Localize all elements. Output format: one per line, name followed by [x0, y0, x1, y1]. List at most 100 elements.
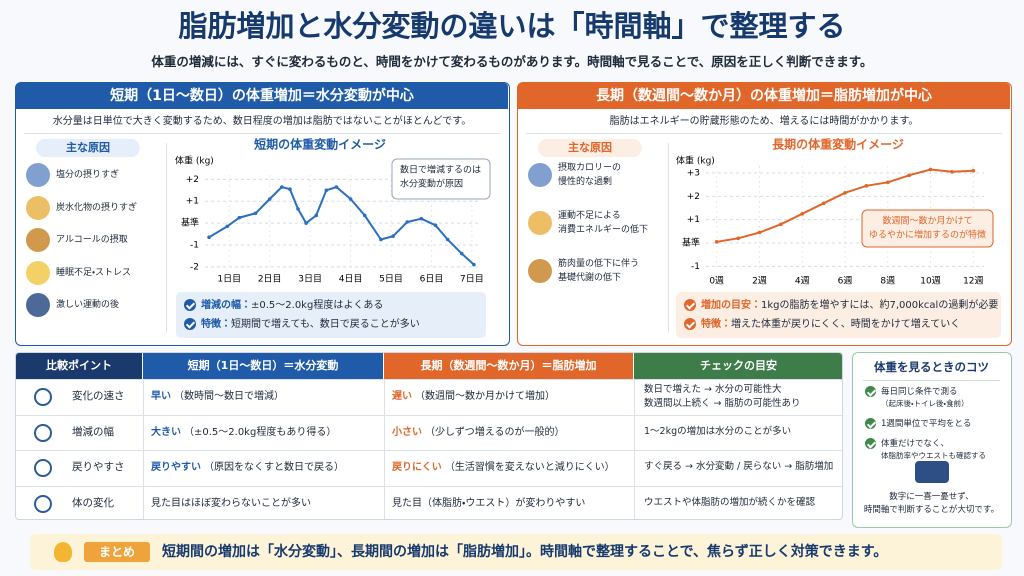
table-header: 長期（数週間〜数か月）＝脂肪増加	[384, 353, 634, 379]
table-cell: ウエストや体脂肪の増加が続くかを確認	[644, 496, 842, 520]
column-divider	[166, 143, 167, 333]
x-tick-label: 7日目	[460, 274, 484, 285]
panel-header: 短期（1日〜数日）の体重増加＝水分変動が中心	[16, 83, 508, 109]
table-cell: 1〜2kgの増加は水分のことが多い	[644, 425, 842, 455]
point	[779, 222, 783, 227]
cause-line: 炭水化物の摂りすぎ	[56, 202, 138, 213]
cause-text: 塩分の摂りすぎ	[56, 168, 166, 196]
cause-line: 消費エネルギーの低下	[558, 225, 649, 235]
note-line: 数字に一喜一憂せず、	[889, 492, 974, 502]
tip-line: 体重だけでなく、	[881, 439, 950, 449]
cause-icon	[26, 228, 50, 252]
point	[950, 170, 954, 174]
check-icon	[865, 418, 876, 429]
note-row: 増加の目安：1kgの脂肪を増やすには、約7,000kcalの過剰が必要	[684, 296, 998, 315]
point	[253, 211, 258, 216]
cause-line: 摂取カロリーの	[558, 163, 622, 173]
panel-header: 長期（数週間〜数か月）の体重増加＝脂肪増加が中心	[518, 83, 1010, 109]
cell-text: 見た目（体脂肪・ウエスト）が変わりやすい	[392, 497, 586, 509]
row-divider	[16, 485, 842, 487]
table-header: 短期（1日〜数日）＝水分変動	[143, 353, 384, 379]
row-icon	[34, 388, 52, 406]
cell-text: （原因をなくすと数日で戻る）	[204, 462, 344, 473]
point	[296, 207, 300, 211]
emphasis: 戻りにくい	[392, 462, 442, 473]
point	[379, 237, 383, 242]
point	[460, 251, 464, 256]
point	[433, 223, 438, 228]
tip-line: 1週間単位で平均をとる	[881, 419, 972, 429]
callout-text: 数日で増減するのは	[400, 164, 481, 176]
note-label: 特徴：	[701, 319, 731, 330]
cell-text: （少しずつ増えるのが一般的）	[425, 426, 565, 438]
chart-title: 短期の体重変動イメージ	[254, 137, 386, 152]
point	[405, 220, 410, 224]
callout-box	[391, 158, 491, 200]
y-tick-label: +3	[687, 169, 700, 179]
y-tick-label: 基準	[181, 217, 199, 229]
cell-text: （±0.5〜2.0kg程度もあり得る）	[184, 426, 337, 438]
x-tick-label: 6週	[838, 276, 853, 287]
check-icon	[684, 299, 696, 311]
x-tick-label: 8週	[880, 276, 895, 287]
cause-text: 摂取カロリーの 慢性的な過剰	[558, 161, 668, 189]
divider	[24, 133, 500, 134]
cause-text: 激しい運動の後	[56, 298, 166, 326]
x-tick-label: 3日目	[298, 274, 322, 285]
x-tick-label: 10週	[920, 276, 940, 287]
cause-icon	[26, 293, 50, 317]
emphasis: 小さい	[392, 426, 422, 438]
note-row: 特徴：増えた体重が戻りにくく、時間をかけて増えていく	[684, 315, 993, 334]
cause-line: アルコールの摂取	[56, 235, 128, 245]
point	[304, 221, 308, 225]
causes-title: 主な原因	[36, 139, 140, 157]
row-icon	[34, 494, 52, 513]
row-point: 戻りやすさ	[72, 461, 125, 473]
y-axis-label: 体重 (kg)	[676, 155, 715, 167]
table-cell: 数日で増えた → 水分の可能性大 数週間以上続く → 脂肪の可能性あり	[644, 383, 842, 413]
tip-line: 体脂肪率やウエストも確認する	[881, 451, 986, 460]
y-tick-label: +1	[186, 197, 199, 207]
callout-box	[861, 209, 994, 248]
divider	[863, 380, 1000, 381]
point	[237, 215, 242, 220]
table-header: 比較ポイント	[16, 353, 143, 379]
point	[714, 240, 719, 244]
cause-icon	[528, 259, 552, 283]
check-icon	[684, 318, 696, 330]
note-row: 増減の幅：±0.5〜2.0kg程度はよくある	[184, 296, 478, 315]
y-axis-label: 体重 (kg)	[175, 155, 214, 167]
check-line: 数週間以上続く → 脂肪の可能性あり	[644, 398, 801, 409]
emphasis: 早い	[151, 391, 171, 402]
check-line: ウエストや体脂肪の増加が続くかを確認	[644, 496, 816, 508]
cause-icon	[26, 260, 50, 285]
cause-line: 筋肉量の低下に伴う	[558, 259, 640, 269]
cause-text: 筋肉量の低下に伴う 基礎代謝の低下	[558, 257, 668, 285]
x-tick-label: 2日目	[258, 274, 282, 285]
cause-icon	[528, 211, 552, 235]
col-divider	[384, 379, 385, 519]
point	[472, 262, 476, 267]
cause-icon	[528, 163, 552, 187]
point	[362, 213, 367, 218]
emphasis: 遅い	[392, 391, 412, 402]
cause-text: 運動不足による 消費エネルギーの低下	[558, 209, 668, 237]
callout-text: ゆるやかに増加するのが特徴	[869, 229, 986, 241]
point	[445, 237, 450, 242]
y-tick-label: +2	[186, 175, 199, 185]
tips-box: 体重を見るときのコツ 毎日同じ条件で測る （起床後・トイレ後・食前） 1週間単位で平均…	[852, 352, 1012, 528]
tip-item: 毎日同じ条件で測る （起床後・トイレ後・食前）	[865, 386, 1010, 410]
tip-item: 体重だけでなく、体脂肪率やウエストも確認する	[865, 438, 1010, 462]
x-tick-label: 4週	[795, 276, 810, 287]
cell-text: （数週間〜数か月かけて増加）	[415, 391, 555, 402]
panel-description: 脂肪はエネルギーの貯蔵形態のため、増えるには時間がかかります。	[609, 116, 919, 127]
row-point: 変化の速さ	[72, 390, 125, 402]
callout-text: 水分変動が原因	[400, 178, 463, 190]
cause-line: 慢性的な過剰	[558, 177, 613, 187]
cause-line: 激しい運動の後	[56, 300, 120, 310]
point	[225, 224, 230, 229]
note-label: 増減の幅：	[201, 300, 251, 311]
